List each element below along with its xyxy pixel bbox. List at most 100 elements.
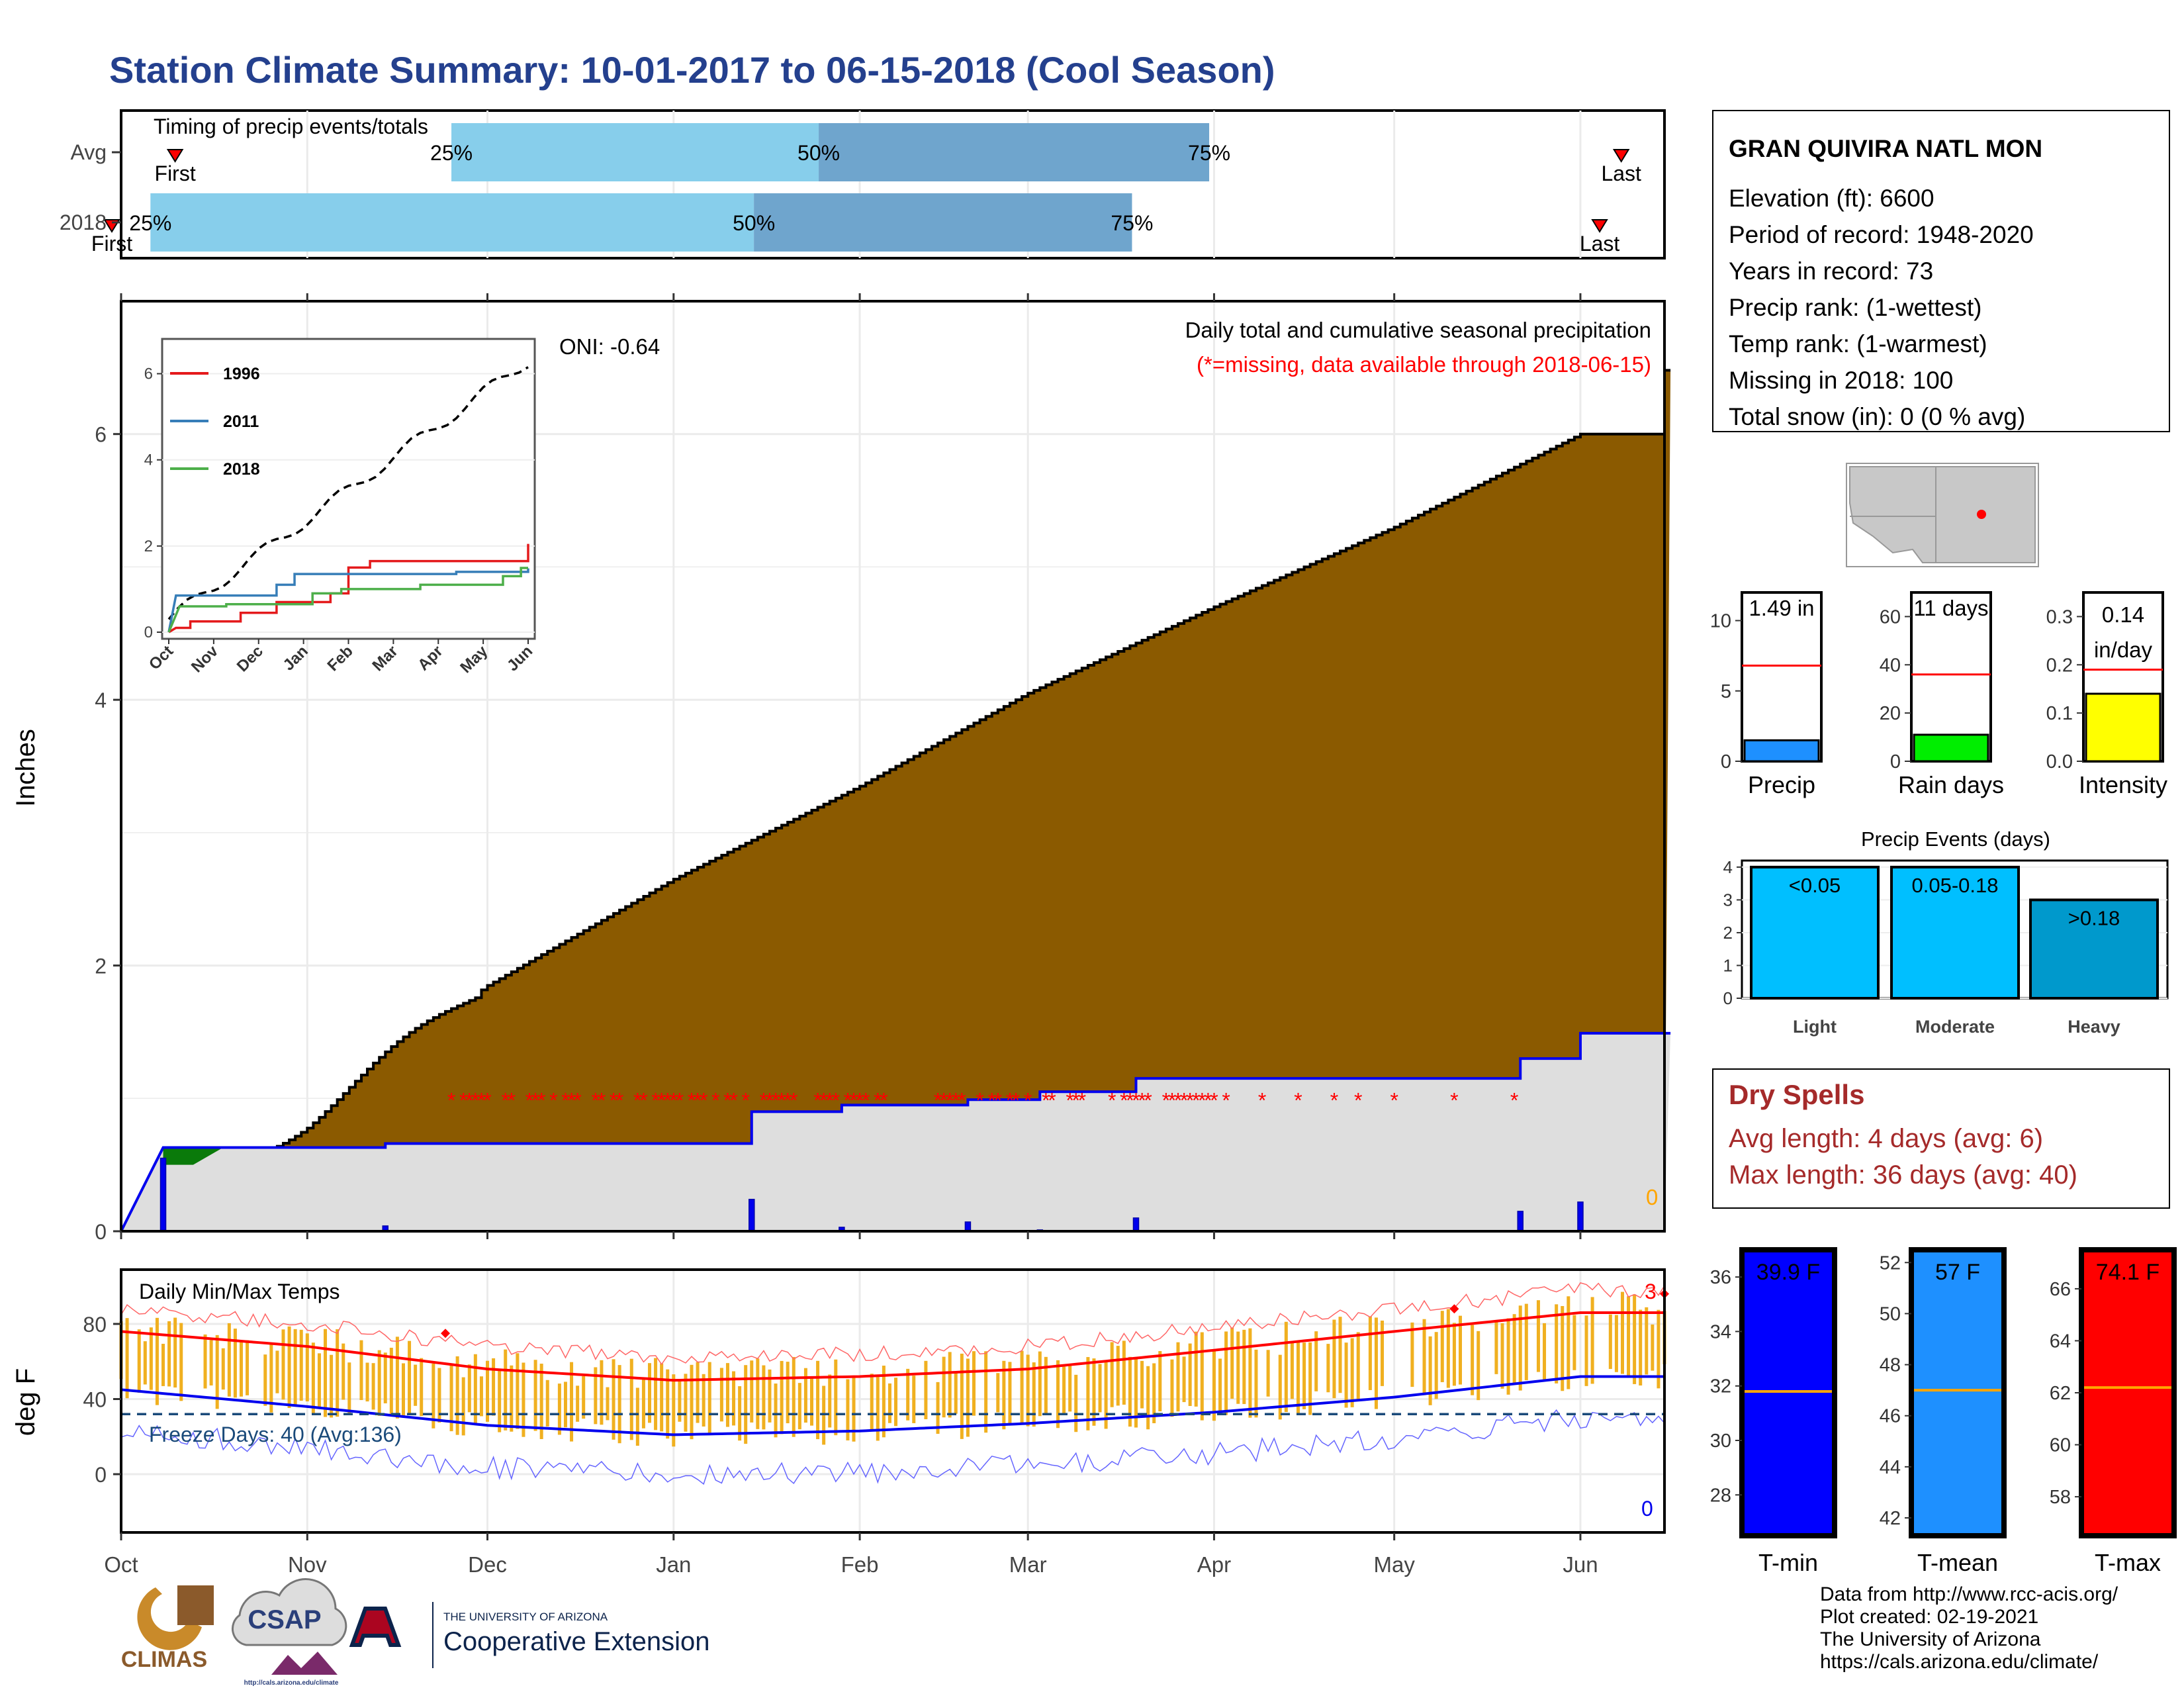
missing-marker: * <box>694 1088 702 1112</box>
footer-line: https://cals.arizona.edu/climate/ <box>1820 1651 2099 1673</box>
missing-marker: * <box>651 1088 659 1112</box>
daily-temp-bar <box>1092 1358 1096 1426</box>
daily-temp-bar <box>371 1363 375 1410</box>
temp-summary-tick-label: 52 <box>1880 1252 1901 1274</box>
events-title: Precip Events (days) <box>1861 827 2050 851</box>
daily-temp-bar <box>906 1368 910 1421</box>
daily-temp-bar <box>437 1368 441 1423</box>
daily-temp-bar <box>221 1348 225 1390</box>
missing-marker: * <box>711 1088 719 1112</box>
ua-small-text: THE UNIVERSITY OF ARIZONA <box>443 1611 608 1623</box>
first-label: First <box>91 232 132 256</box>
daily-temp-bar <box>1170 1359 1174 1417</box>
daily-temp-bar <box>641 1378 645 1429</box>
month-label: Dec <box>468 1552 507 1577</box>
daily-temp-bar <box>1032 1362 1036 1427</box>
daily-temp-bar <box>1326 1344 1330 1393</box>
daily-temp-bar <box>822 1385 826 1445</box>
daily-temp-bar <box>269 1344 273 1413</box>
month-label: Jun <box>1563 1552 1598 1577</box>
daily-temp-bar <box>1224 1331 1228 1415</box>
daily-temp-bar <box>617 1365 621 1444</box>
average-cumulative-line <box>121 369 1671 1233</box>
daily-temp-bar <box>1008 1362 1012 1425</box>
daily-temp-bar <box>696 1362 700 1423</box>
freeze-days-label: Freeze Days: 40 (Avg:136) <box>149 1423 402 1446</box>
missing-marker: * <box>615 1088 623 1112</box>
station-line: Years in record: 73 <box>1729 258 1933 285</box>
missing-marker: * <box>987 1088 995 1112</box>
daily-temp-bar <box>1381 1320 1385 1386</box>
daily-temp-bar <box>1146 1366 1150 1430</box>
missing-marker: * <box>772 1088 780 1112</box>
daily-temp-bar <box>504 1349 508 1430</box>
csap-logo-text: CSAP <box>248 1605 321 1634</box>
missing-marker: * <box>531 1088 539 1112</box>
daily-temp-bar <box>1344 1342 1348 1408</box>
daily-temp-bar <box>852 1376 856 1442</box>
missing-marker: * <box>790 1088 797 1112</box>
daily-temp-bar <box>870 1374 874 1430</box>
daily-temp-bar <box>1098 1364 1102 1413</box>
y-tick-label: 6 <box>95 423 107 447</box>
missing-marker: * <box>459 1088 467 1112</box>
daily-temp-bar <box>1657 1309 1661 1389</box>
temp-summary-tick-label: 60 <box>2050 1435 2071 1456</box>
daily-precip-bar <box>1132 1217 1140 1232</box>
dry-spells-title: Dry Spells <box>1729 1079 1864 1110</box>
missing-marker: * <box>784 1088 792 1112</box>
daily-temp-bar <box>1608 1314 1612 1370</box>
events-bar <box>1750 865 1880 1000</box>
daily-temp-bar <box>1248 1328 1252 1418</box>
daily-temp-bar <box>1284 1321 1288 1413</box>
inset-series-line <box>167 567 528 633</box>
daily-temp-bar <box>522 1362 525 1437</box>
missing-marker: * <box>1138 1088 1146 1112</box>
inset-average-line <box>167 366 529 620</box>
timing-row-label: Avg <box>70 140 107 164</box>
daily-temp-bar <box>672 1374 676 1447</box>
missing-marker: * <box>1204 1088 1212 1112</box>
daily-temp-bar <box>774 1383 778 1438</box>
zero-count: 0 <box>1646 1185 1658 1209</box>
daily-temp-bar <box>1494 1320 1498 1374</box>
daily-temp-bar <box>1020 1350 1024 1425</box>
timing-bar-50-75 <box>754 193 1132 252</box>
events-bar-label: <0.05 <box>1789 874 1841 897</box>
daily-temp-bar <box>942 1356 946 1418</box>
first-label: First <box>155 162 196 185</box>
missing-marker: * <box>483 1088 491 1112</box>
daily-temp-bar <box>479 1376 483 1417</box>
daily-temp-bar <box>1477 1331 1480 1401</box>
daily-temp-bar <box>1152 1363 1156 1424</box>
mini-bar-frame <box>1910 591 1992 763</box>
daily-temp-bar <box>1620 1291 1624 1374</box>
daily-temp-bar <box>395 1336 399 1419</box>
missing-marker: * <box>760 1088 768 1112</box>
daily-temp-bar <box>912 1376 916 1423</box>
daily-temp-bar <box>467 1364 471 1413</box>
daily-precip-bar <box>1577 1201 1584 1232</box>
daily-temp-bar <box>1446 1309 1450 1388</box>
daily-temp-bar <box>1356 1332 1360 1401</box>
daily-temp-bar <box>455 1356 459 1435</box>
last-marker <box>1612 149 1630 163</box>
daily-temp-bar <box>305 1333 309 1401</box>
daily-temp-bar <box>137 1329 141 1393</box>
temp-summary-tick-label: 44 <box>1880 1457 1901 1478</box>
daily-temp-bar <box>654 1358 658 1430</box>
timing-label-50: 50% <box>733 211 775 235</box>
daily-temp-bar <box>1074 1374 1078 1432</box>
temperature-panel: 0 40 80 Oct Nov Dec Jan Feb Mar Apr May Jun Daily Mi… <box>11 1268 1669 1577</box>
daily-temp-bar <box>660 1363 664 1432</box>
mini-bar-tick-label: 60 <box>1880 606 1901 628</box>
csap-mountain-icon <box>271 1652 338 1675</box>
month-label: Apr <box>1197 1552 1231 1577</box>
inset-y-label: 0 <box>144 624 153 641</box>
temp-summary-tick-label: 46 <box>1880 1406 1901 1427</box>
daily-precip-bar <box>964 1221 972 1232</box>
mini-bar-tick-label: 20 <box>1880 703 1901 724</box>
daily-temp-bar <box>606 1387 610 1421</box>
mini-bar-value <box>1913 733 1989 763</box>
main-subtitle: Daily total and cumulative seasonal prec… <box>1185 318 1651 342</box>
